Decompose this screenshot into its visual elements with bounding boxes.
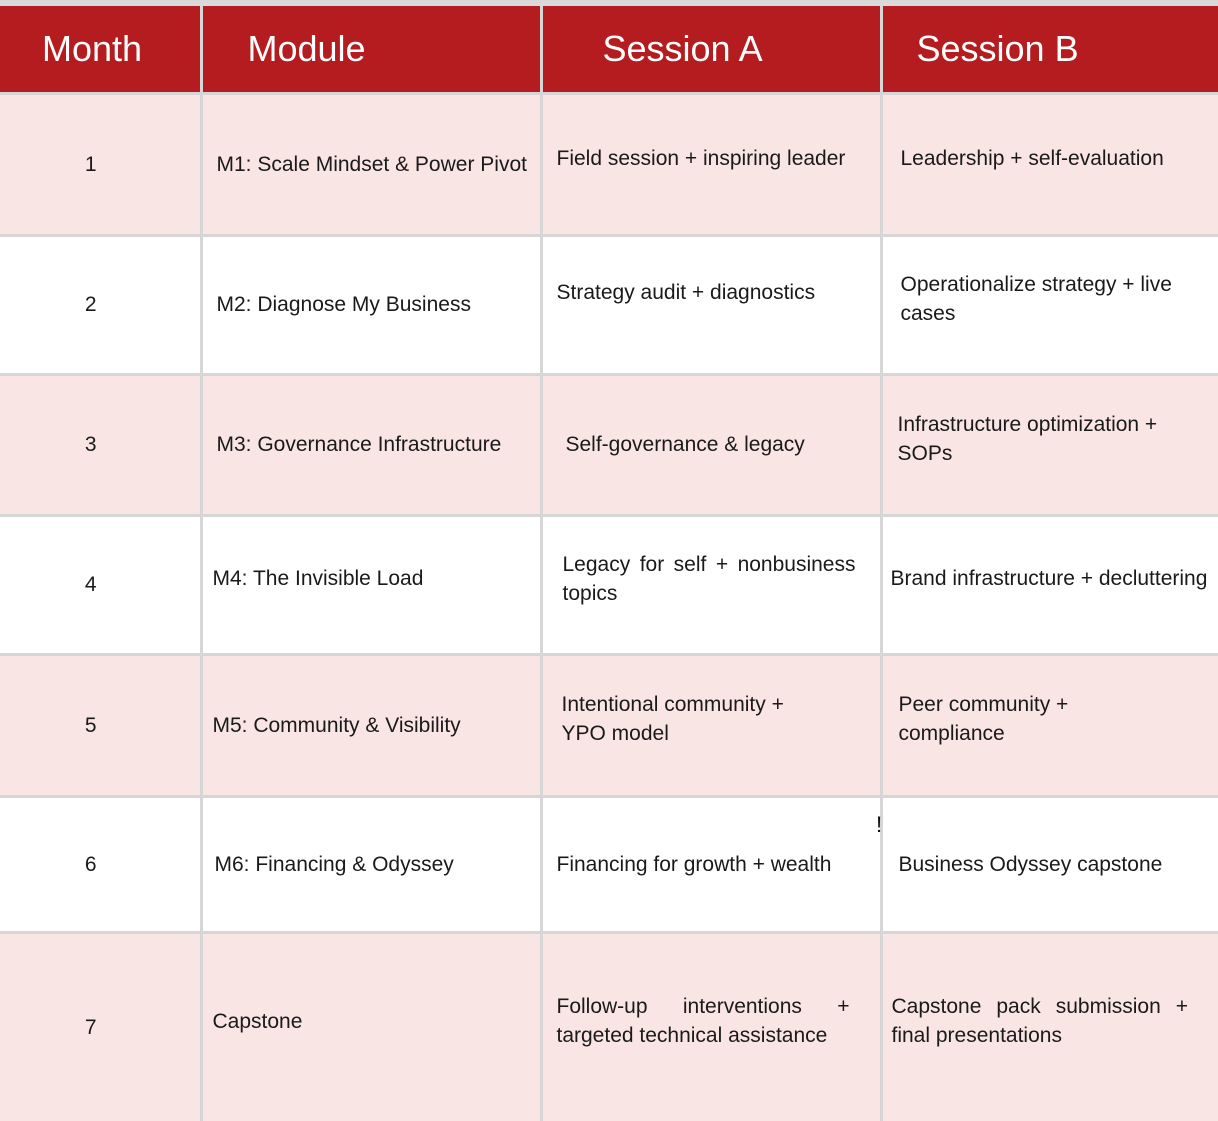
month-cell: 4	[0, 513, 201, 654]
header-module: Module	[199, 6, 541, 93]
session-b-cell: Capstone pack submission + final present…	[879, 930, 1218, 1121]
table-row: 1 M1: Scale Mindset & Power Pivot Field …	[0, 91, 1218, 235]
table-row: 6 M6: Financing & Odyssey Financing for …	[0, 794, 1218, 932]
table-header-row: Month Module Session A Session B	[0, 6, 1218, 93]
session-a-cell: Legacy for self + nonbusiness topics	[539, 513, 881, 654]
session-b-cell: Operationalize strategy + live cases	[879, 233, 1218, 374]
header-session-b: Session B	[879, 6, 1218, 93]
session-b-text: Business Odyssey capstone	[898, 852, 1163, 876]
module-cell: Capstone	[199, 930, 541, 1121]
month-cell: 3	[0, 372, 201, 515]
module-cell: M5: Community & Visibility	[199, 652, 541, 796]
program-schedule-table: Month Module Session A Session B 1 M1: S…	[0, 6, 1218, 1121]
module-cell: M4: The Invisible Load	[199, 513, 541, 654]
session-a-text: Strategy audit + diagnostics	[556, 281, 816, 304]
table-row: 2 M2: Diagnose My Business Strategy audi…	[0, 233, 1218, 374]
module-text: M6: Financing & Odyssey	[214, 852, 454, 876]
module-text: M2: Diagnose My Business	[216, 293, 471, 316]
session-a-cell: Self-governance & legacy	[539, 372, 881, 515]
module-cell: M3: Governance Infrastructure	[199, 372, 541, 515]
session-b-text: Operationalize strategy + live cases	[900, 272, 1172, 325]
module-cell: M6: Financing & Odyssey	[199, 794, 541, 932]
module-text: M5: Community & Visibility	[212, 713, 461, 737]
session-b-text: Infrastructure optimization + SOPs	[897, 412, 1158, 465]
session-b-text: Brand infrastructure + decluttering	[890, 567, 1208, 590]
month-cell: 7	[0, 930, 201, 1121]
session-b-cell: Leadership + self-evaluation	[879, 91, 1218, 235]
module-cell: M1: Scale Mindset & Power Pivot	[199, 91, 541, 235]
table-row: 7 Capstone Follow-up interventions + tar…	[0, 930, 1218, 1121]
top-border	[0, 0, 1218, 6]
session-a-text: Intentional community + YPO model	[561, 693, 784, 745]
table-row: 5 M5: Community & Visibility Intentional…	[0, 652, 1218, 796]
table-row: 4 M4: The Invisible Load Legacy for self…	[0, 513, 1218, 654]
session-a-cell: Intentional community + YPO model	[539, 652, 881, 796]
month-cell: 1	[0, 91, 201, 235]
module-text: M3: Governance Infrastructure	[216, 433, 502, 456]
session-a-cell: Field session + inspiring leader	[539, 91, 881, 235]
month-cell: 5	[0, 652, 201, 796]
session-a-cell: Financing for growth + wealth	[539, 794, 881, 932]
module-text: Capstone	[212, 1009, 303, 1033]
module-cell: M2: Diagnose My Business	[199, 233, 541, 374]
session-a-text: Follow-up interventions + targeted techn…	[556, 995, 850, 1048]
session-a-cell: Follow-up interventions + targeted techn…	[539, 930, 881, 1121]
module-text: M1: Scale Mindset & Power Pivot	[216, 152, 527, 176]
module-text: M4: The Invisible Load	[212, 567, 424, 590]
session-a-text: Self-governance & legacy	[565, 433, 805, 456]
session-a-text: Legacy for self + nonbusiness topics	[562, 552, 856, 605]
session-b-cell: Peer community + compliance	[879, 652, 1218, 796]
header-session-a: Session A	[539, 6, 881, 93]
session-b-cell: Brand infrastructure + decluttering	[879, 513, 1218, 654]
session-a-text: Field session + inspiring leader	[556, 146, 846, 170]
session-a-text: Financing for growth + wealth	[556, 852, 832, 876]
session-b-text: Peer community + compliance	[898, 693, 1069, 745]
table-row: 3 M3: Governance Infrastructure Self-gov…	[0, 372, 1218, 515]
session-b-cell: Business Odyssey capstone	[879, 794, 1218, 932]
session-b-text: Capstone pack submission + final present…	[891, 995, 1189, 1048]
session-b-text: Leadership + self-evaluation	[900, 146, 1164, 170]
header-month: Month	[0, 6, 201, 93]
month-cell: 2	[0, 233, 201, 374]
stray-mark: !	[876, 812, 883, 837]
month-cell: 6	[0, 794, 201, 932]
session-a-cell: Strategy audit + diagnostics	[539, 233, 881, 374]
session-b-cell: Infrastructure optimization + SOPs	[879, 372, 1218, 515]
